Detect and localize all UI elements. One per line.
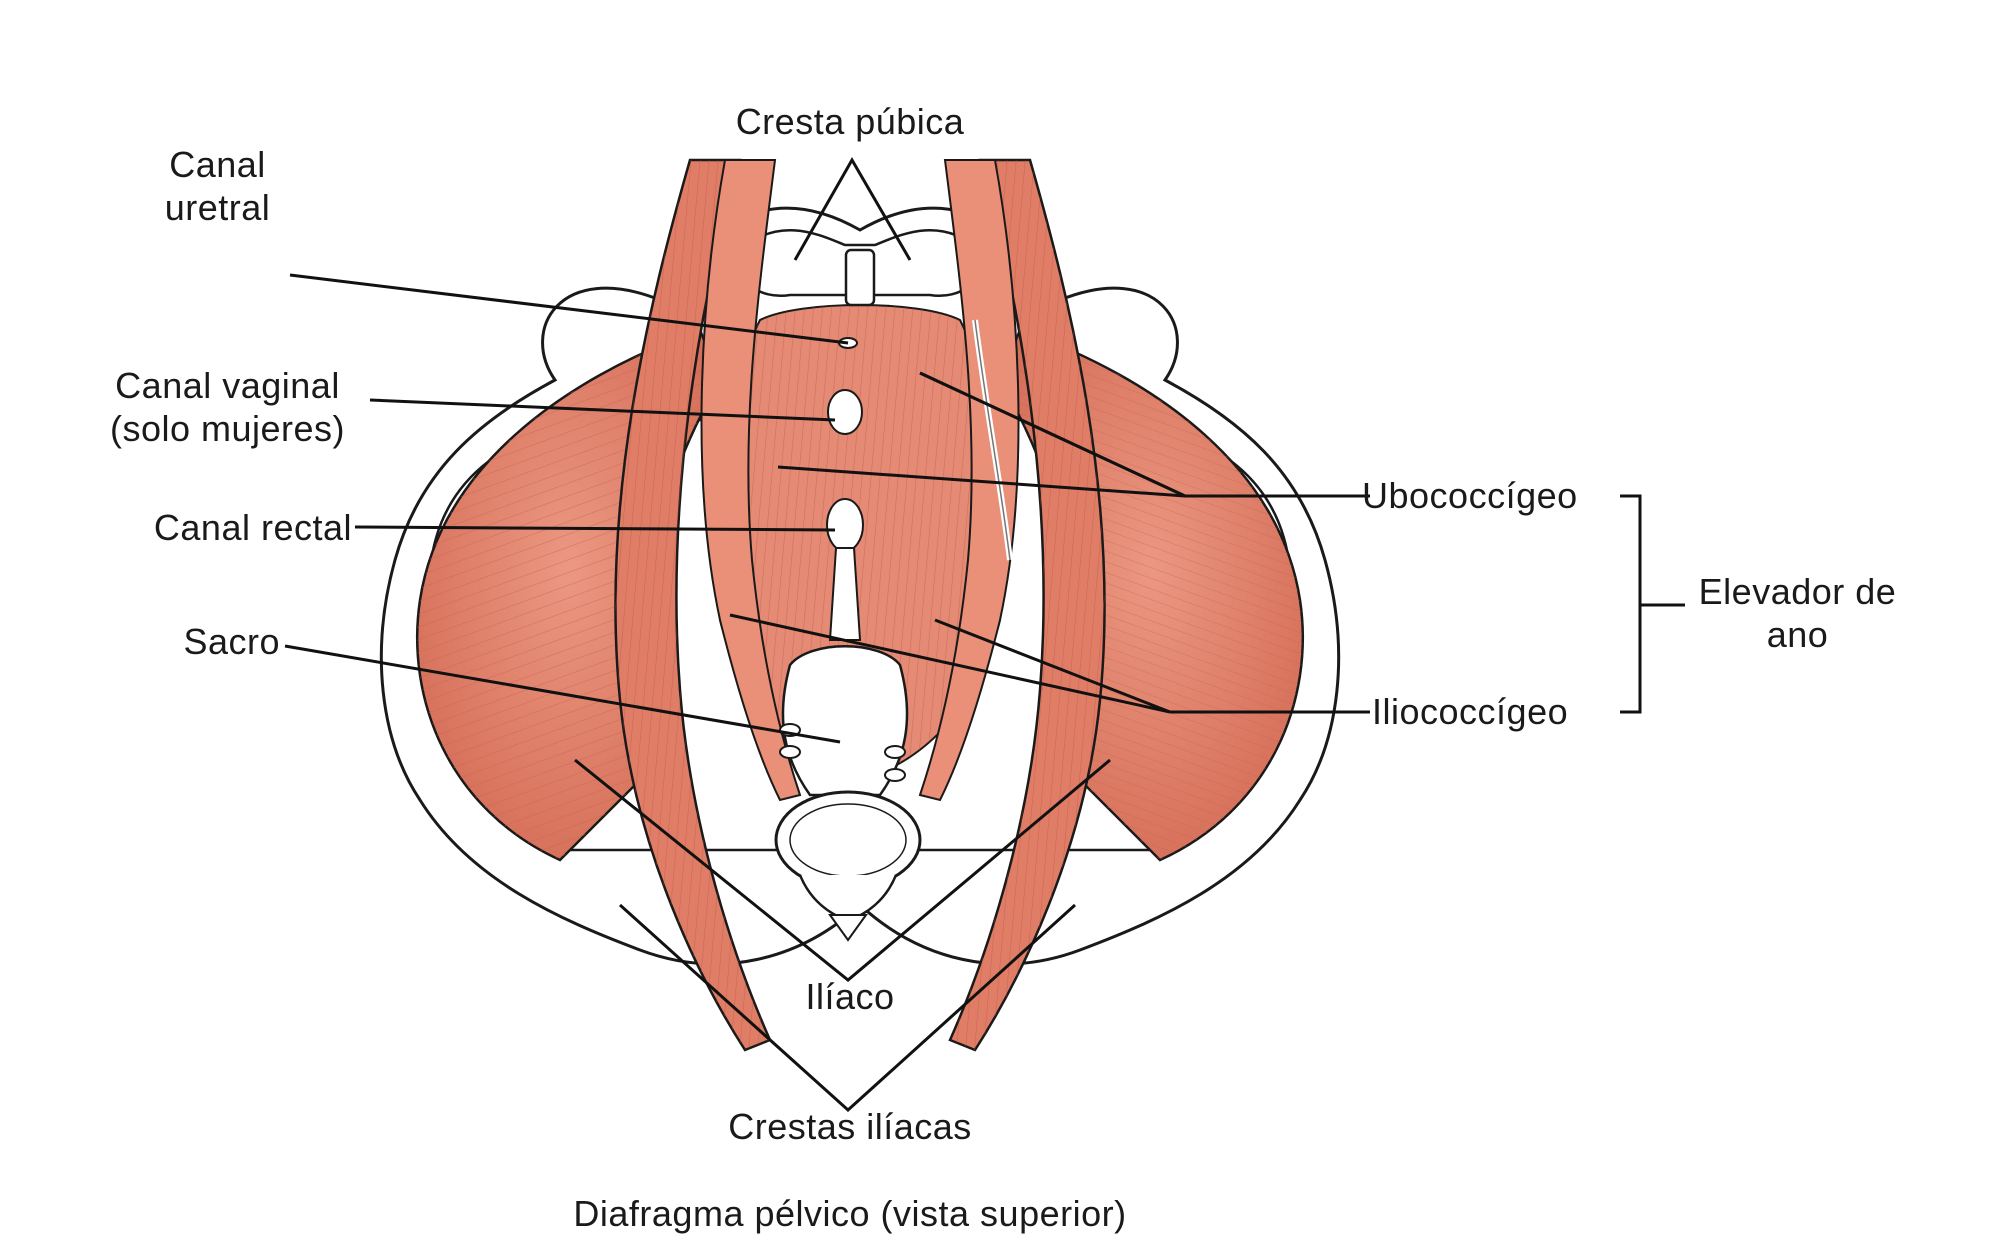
- leader-iliococcigeo-a: [729, 613, 1171, 714]
- leader-sacro: [284, 644, 841, 744]
- label-iliococcigeo: Iliococcígeo: [1372, 691, 1569, 732]
- label-canal-uretral: Canal uretral: [164, 144, 271, 228]
- leader-canal-rectal: [354, 525, 836, 532]
- leader-ubococcigeo-c: [919, 371, 1186, 498]
- pubic-symphysis: [844, 248, 876, 307]
- label-sacro: Sacro: [183, 621, 280, 662]
- sacral-foramen-r2: [884, 768, 906, 782]
- leader-cresta-pubica: [793, 156, 912, 261]
- leader-lines: [284, 156, 1685, 1113]
- long-muscle-right-inner: [918, 159, 1020, 802]
- label-cresta-pubica: Cresta púbica: [735, 101, 965, 142]
- vaginal-opening: [827, 389, 863, 435]
- label-elevador-de-ano: Elevador de ano: [1698, 571, 1897, 655]
- leader-crestas-iliacas: [618, 903, 1077, 1113]
- label-iliaco: Ilíaco: [805, 976, 895, 1017]
- vertebral-body: [774, 790, 922, 890]
- leader-ubococcigeo-b: [777, 465, 1186, 498]
- leader-elevador-bracket: [1620, 494, 1642, 714]
- sacral-foramen-r1: [884, 745, 906, 759]
- figure-caption: Diafragma pélvico (vista superior): [573, 1193, 1127, 1234]
- leader-canal-uretral: [289, 273, 849, 345]
- long-muscle-left-inner: [700, 159, 802, 802]
- sacrum: [781, 645, 909, 797]
- leader-canal-vaginal: [369, 398, 836, 422]
- label-crestas-iliacas: Crestas ilíacas: [728, 1106, 972, 1147]
- rectal-opening: [826, 498, 864, 552]
- anococcygeal-ligament: [828, 547, 862, 641]
- label-canal-rectal: Canal rectal: [153, 507, 352, 548]
- label-canal-vaginal: Canal vaginal (solo mujeres): [109, 365, 346, 449]
- sacral-foramen-l2: [779, 745, 801, 759]
- spinous-process: [828, 914, 868, 942]
- label-ubococcigeo: Ubococcígeo: [1362, 475, 1578, 516]
- leader-iliaco: [574, 758, 1111, 982]
- leader-iliococcigeo-b: [934, 618, 1171, 714]
